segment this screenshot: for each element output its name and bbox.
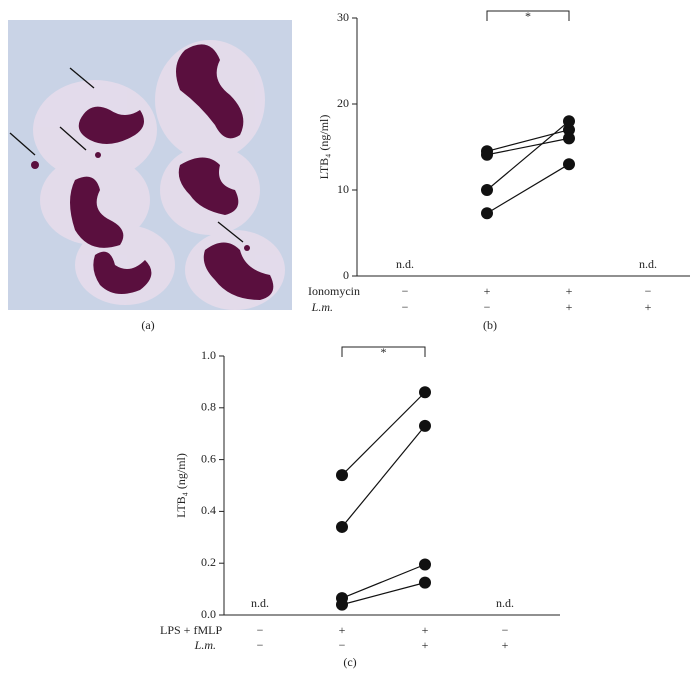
arrow	[9, 132, 36, 156]
y-tick-label: 0.2	[201, 555, 216, 569]
nucleus	[93, 251, 152, 294]
y-tick-label: 0.8	[201, 400, 216, 414]
micrograph	[8, 20, 292, 310]
row-sign: −	[339, 638, 346, 652]
data-point	[336, 520, 348, 533]
nucleus	[203, 242, 274, 300]
panel-label: (a)	[141, 318, 154, 332]
significance-label: *	[525, 9, 531, 23]
data-point	[481, 184, 493, 196]
granule	[244, 245, 250, 251]
y-axis-label: LTB₄ (ng/ml)	[317, 115, 331, 180]
data-point	[336, 469, 348, 482]
row-sign: −	[402, 284, 409, 298]
granule	[95, 152, 101, 158]
row-sign: +	[566, 300, 573, 314]
row-label: L.m.	[194, 638, 216, 652]
y-tick-label: 0.0	[201, 607, 216, 621]
series-line	[486, 137, 570, 156]
arrow	[69, 67, 95, 89]
data-point	[481, 207, 493, 220]
series-line	[486, 120, 570, 191]
row-sign: −	[257, 638, 264, 652]
series-line	[341, 425, 426, 528]
significance-bracket	[486, 10, 570, 21]
nucleus	[176, 44, 244, 139]
significance-bracket	[341, 346, 426, 357]
row-sign: −	[645, 284, 652, 298]
row-sign: +	[645, 300, 652, 314]
nucleus	[78, 106, 144, 144]
row-sign: +	[422, 638, 429, 652]
row-sign: −	[257, 623, 264, 637]
y-tick-label: 0.6	[201, 451, 216, 465]
granule	[31, 161, 39, 169]
arrow	[59, 126, 87, 151]
y-tick-label: 0	[343, 268, 349, 282]
series-line	[341, 563, 426, 599]
row-sign: +	[502, 638, 509, 652]
arrow	[217, 221, 244, 243]
row-label: LPS + fMLP	[160, 623, 222, 637]
panel-label: (b)	[483, 318, 497, 332]
not-detected: n.d.	[396, 257, 414, 271]
series-line	[341, 582, 426, 606]
data-point	[419, 419, 431, 432]
data-point	[563, 158, 575, 171]
row-sign: +	[566, 284, 573, 298]
row-label: L.m.	[311, 300, 333, 314]
series-line	[341, 391, 426, 476]
row-sign: −	[484, 300, 491, 314]
data-point	[419, 386, 431, 399]
y-tick-label: 0.4	[201, 503, 216, 517]
row-sign: +	[484, 284, 491, 298]
y-axis-label: LTB₄ (ng/ml)	[174, 453, 188, 518]
not-detected: n.d.	[251, 596, 269, 610]
significance-label: *	[381, 345, 387, 359]
data-point	[419, 576, 431, 589]
not-detected: n.d.	[639, 257, 657, 271]
data-point	[481, 148, 493, 161]
row-sign: −	[402, 300, 409, 314]
panel-label: (c)	[343, 655, 356, 669]
series-line	[486, 163, 570, 214]
not-detected: n.d.	[496, 596, 514, 610]
data-point	[336, 598, 348, 611]
nucleus	[178, 157, 239, 215]
nucleus	[70, 176, 124, 248]
data-point	[419, 558, 431, 571]
row-sign: −	[502, 623, 509, 637]
data-point	[563, 123, 575, 136]
y-tick-label: 10	[337, 182, 349, 196]
y-tick-label: 1.0	[201, 348, 216, 362]
data-point	[563, 115, 575, 128]
row-sign: +	[422, 623, 429, 637]
data-point	[563, 132, 575, 145]
row-label: Ionomycin	[308, 284, 360, 298]
y-tick-label: 20	[337, 96, 349, 110]
row-sign: +	[339, 623, 346, 637]
y-tick-label: 30	[337, 10, 349, 24]
